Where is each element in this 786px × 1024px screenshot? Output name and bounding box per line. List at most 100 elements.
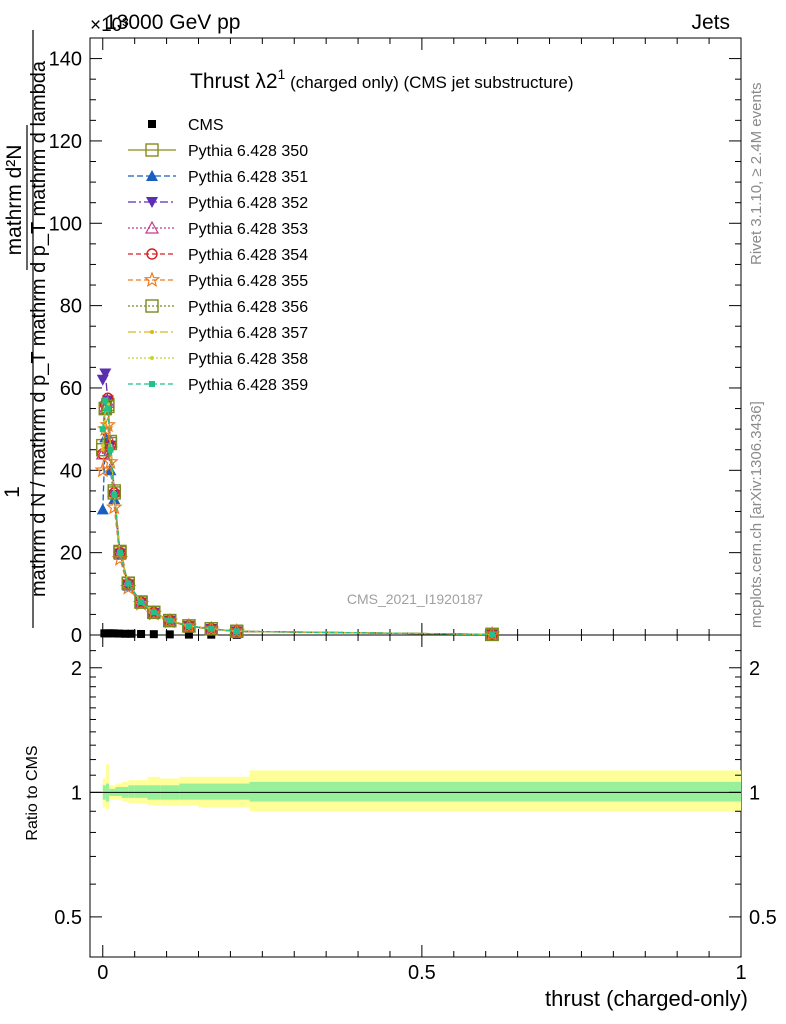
data-point <box>208 625 215 632</box>
legend-marker <box>143 271 161 288</box>
legend-entry: Pythia 6.428 359 <box>128 377 308 394</box>
x-axis-label: thrust (charged-only) <box>545 986 748 1011</box>
ratio-inner-band <box>198 783 225 800</box>
series-line <box>102 400 493 636</box>
ratio-inner-band <box>128 785 135 798</box>
data-point <box>125 580 132 587</box>
ratio-y-axis-label: Ratio to CMS <box>24 745 41 840</box>
legend-label: Pythia 6.428 356 <box>188 299 308 316</box>
data-point <box>182 619 196 633</box>
legend-label: Pythia 6.428 358 <box>188 351 308 368</box>
main-y-tick-label: 60 <box>60 378 82 400</box>
x-ticks: 0 0.5 1 <box>97 38 747 984</box>
y-label-denominator: mathrm d N / mathrm d p_T mathrm d p_T m… <box>28 60 50 597</box>
legend-entry: Pythia 6.428 357 <box>128 325 308 342</box>
header-exponent: ×10³ <box>90 15 129 36</box>
ratio-y-tick-label-right: 2 <box>749 658 760 680</box>
ratio-inner-band <box>115 787 122 796</box>
data-point <box>127 629 136 638</box>
legend-entry: Pythia 6.428 350 <box>128 143 308 160</box>
data-point <box>165 630 174 639</box>
legend-entry: Pythia 6.428 358 <box>128 351 308 368</box>
legend-label: CMS <box>188 117 224 134</box>
ratio-y-tick-label: 2 <box>71 658 82 680</box>
ratio-inner-band <box>249 781 741 802</box>
legend-marker <box>150 356 154 360</box>
data-point <box>100 443 105 448</box>
header-right-label: Jets <box>691 11 730 34</box>
legend-entry: Pythia 6.428 354 <box>128 247 308 264</box>
x-tick-label: 0.5 <box>408 962 436 984</box>
data-point <box>137 629 146 638</box>
main-y-tick-label: 120 <box>49 131 82 153</box>
legend-marker <box>146 248 158 260</box>
data-point <box>150 609 157 616</box>
main-y-tick-label: 100 <box>49 213 82 235</box>
data-point <box>203 620 220 637</box>
data-point <box>149 630 158 639</box>
ratio-y-tick-label-right: 1 <box>749 782 760 804</box>
data-point <box>138 599 145 606</box>
x-tick-label: 1 <box>735 962 746 984</box>
series-10 <box>99 397 496 638</box>
data-point <box>163 613 177 628</box>
data-point <box>113 544 127 559</box>
data-point <box>134 595 148 609</box>
data-point <box>121 629 130 638</box>
data-point <box>96 503 109 515</box>
data-point <box>132 595 150 611</box>
data-point <box>166 617 173 624</box>
main-y-tick-label: 140 <box>49 49 82 71</box>
main-y-tick-label: 80 <box>60 296 82 318</box>
data-point <box>121 576 135 590</box>
legend-entry: Pythia 6.428 352 <box>128 195 308 212</box>
data-point <box>147 605 161 620</box>
data-point <box>145 604 163 621</box>
main-y-ticks: 0 20 40 60 80 100 120 140 <box>49 37 741 647</box>
data-point <box>94 461 112 478</box>
data-point <box>99 368 112 380</box>
main-y-tick-label: 20 <box>60 543 82 565</box>
data-point <box>116 549 123 556</box>
legend-entry: Pythia 6.428 355 <box>128 271 308 290</box>
data-point <box>161 612 179 629</box>
data-point <box>107 446 114 453</box>
series-layer <box>94 368 501 642</box>
data-point <box>102 453 119 470</box>
ratio-bands <box>102 764 741 812</box>
plot-title: Thrust λ21 (charged only) (CMS jet subst… <box>190 66 574 93</box>
data-point <box>184 630 193 639</box>
legend-label: Pythia 6.428 357 <box>188 325 308 342</box>
legend: CMS Pythia 6.428 350 Pythia 6.428 351 Pythi… <box>128 117 308 394</box>
legend-marker <box>149 381 155 387</box>
legend-entry: CMS <box>148 117 224 134</box>
data-point <box>109 629 118 638</box>
ratio-inner-band <box>224 783 250 800</box>
legend-marker <box>145 299 159 313</box>
legend-label: Pythia 6.428 355 <box>188 273 308 290</box>
legend-marker <box>145 143 159 157</box>
legend-label: Pythia 6.428 353 <box>188 221 308 238</box>
legend-label: Pythia 6.428 354 <box>188 247 308 264</box>
data-point <box>99 416 117 433</box>
main-y-tick-label: 0 <box>71 625 82 647</box>
legend-label: Pythia 6.428 351 <box>188 169 308 186</box>
watermark: CMS_2021_I1920187 <box>347 591 483 607</box>
main-y-tick-label: 40 <box>60 460 82 482</box>
data-point <box>120 579 137 595</box>
data-point <box>180 617 198 634</box>
ratio-y-ticks: 0.5 0.5 1 1 2 2 <box>54 650 777 929</box>
legend-entry: Pythia 6.428 353 <box>128 220 308 238</box>
ratio-y-tick-label: 0.5 <box>54 907 82 929</box>
ratio-y-tick-label: 1 <box>71 782 82 804</box>
data-point <box>233 628 240 635</box>
data-point <box>489 631 496 638</box>
x-tick-label: 0 <box>97 962 108 984</box>
legend-entry: Pythia 6.428 356 <box>128 299 308 316</box>
data-point <box>483 625 501 642</box>
data-point <box>185 622 192 629</box>
data-point <box>114 629 123 638</box>
data-point <box>102 397 109 404</box>
